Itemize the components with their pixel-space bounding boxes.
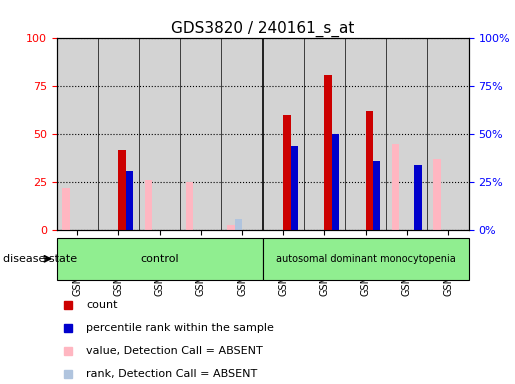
Bar [414,165,422,230]
Text: disease state: disease state [3,254,77,264]
Bar [324,75,332,230]
Bar [366,111,373,230]
Text: count: count [86,300,117,310]
Bar [62,188,70,230]
Bar [392,144,400,230]
Text: percentile rank within the sample: percentile rank within the sample [86,323,274,333]
Bar [145,180,152,230]
Bar [57,238,263,280]
Bar [433,159,441,230]
Bar [373,161,381,230]
Text: value, Detection Call = ABSENT: value, Detection Call = ABSENT [86,346,263,356]
Bar [290,146,298,230]
Bar [126,171,133,230]
Bar [283,115,290,230]
Title: GDS3820 / 240161_s_at: GDS3820 / 240161_s_at [171,21,354,37]
Bar [227,225,235,230]
Bar [263,238,469,280]
Text: autosomal dominant monocytopenia: autosomal dominant monocytopenia [276,254,456,264]
Text: control: control [140,254,179,264]
Bar [332,134,339,230]
Text: rank, Detection Call = ABSENT: rank, Detection Call = ABSENT [86,369,258,379]
Bar [118,150,126,230]
Bar [186,182,194,230]
Bar [235,219,242,230]
